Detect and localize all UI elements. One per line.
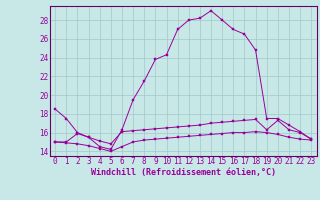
X-axis label: Windchill (Refroidissement éolien,°C): Windchill (Refroidissement éolien,°C) [91,168,276,177]
